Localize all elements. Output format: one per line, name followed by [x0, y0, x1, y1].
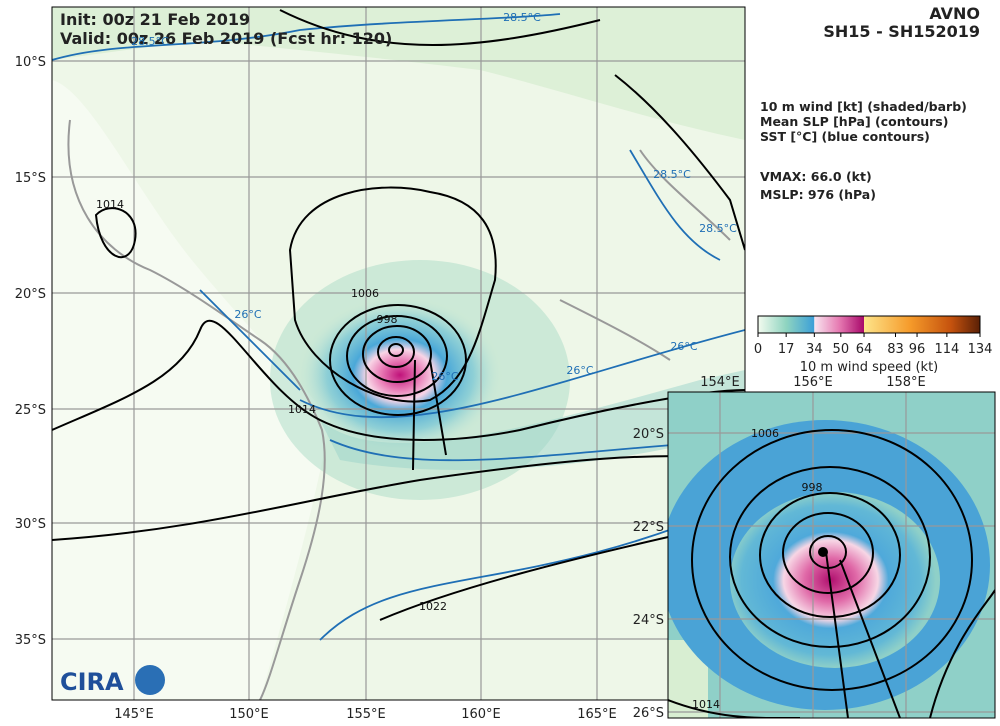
sst-label: 26°C [234, 308, 261, 321]
colorbar-tick-label: 114 [934, 342, 959, 357]
lat-label: 25°S [15, 403, 46, 418]
colorbar-tick-label: 134 [968, 342, 993, 357]
lat-label: 10°S [15, 55, 46, 70]
colorbar-tick-label: 50 [833, 342, 850, 357]
colorbar-segment [814, 316, 865, 333]
colorbar-tick-label: 0 [754, 342, 762, 357]
colorbar-label: 10 m wind speed (kt) [800, 360, 939, 375]
main-labels: 10°S 15°S 20°S 25°S 30°S 35°S 145°E 150°E 155°E 1… [15, 11, 737, 722]
inset-contour-label: 1006 [751, 427, 779, 440]
main-map [52, 7, 745, 700]
inset-lat-label: 24°S [633, 613, 664, 628]
colorbar-tick-label: 17 [778, 342, 795, 357]
lon-label: 150°E [229, 707, 269, 722]
legend-line: 10 m wind [kt] (shaded/barb) [760, 99, 967, 114]
contour-label: 1022 [419, 600, 447, 613]
inset-frame [667, 391, 996, 719]
init-text: Init: 00z 21 Feb 2019 [60, 10, 250, 29]
lat-label: 35°S [15, 633, 46, 648]
sst-label: 28.5°C [503, 11, 541, 24]
legend-line: SST [°C] (blue contours) [760, 129, 930, 144]
sst-label: 28.5°C [131, 35, 169, 48]
sst-label: 28.5°C [699, 222, 737, 235]
valid-text: Valid: 00z 26 Feb 2019 (Fcst hr: 120) [60, 29, 392, 48]
colorbar: 0 17 34 50 64 83 96 114 134 [754, 315, 993, 357]
mslp: MSLP: 976 (hPa) [760, 187, 876, 202]
storm-id: SH15 - SH152019 [823, 22, 980, 41]
contour-label: 1006 [351, 287, 379, 300]
colorbar-tick-label: 64 [856, 342, 873, 357]
contour-label: 1014 [96, 198, 124, 211]
contour-label: 1014 [288, 403, 316, 416]
lon-label: 145°E [114, 707, 154, 722]
lon-label: 155°E [346, 707, 386, 722]
colorbar-tick-label: 83 [887, 342, 904, 357]
sst-label: 26°C [670, 340, 697, 353]
logo-text: CIRA [60, 668, 124, 696]
grid [52, 7, 745, 700]
colorbar-frame [757, 315, 981, 334]
inset-lat-label: 20°S [633, 427, 664, 442]
main-frame [51, 6, 746, 701]
contour-label: 998 [377, 313, 398, 326]
inset-lon-label: 154°E [700, 375, 740, 390]
inset-map [668, 392, 995, 718]
logo: CIRA [60, 665, 165, 696]
inset-lon-label: 158°E [886, 375, 926, 390]
inset-contour-label: 1014 [692, 698, 720, 711]
inset-contour-label: 998 [802, 481, 823, 494]
inset-lon-label: 156°E [793, 375, 833, 390]
colorbar-segment [758, 316, 815, 333]
sst-label: 26°C [431, 370, 458, 383]
inset-lat-label: 26°S [633, 706, 664, 721]
colorbar-tick-label: 96 [909, 342, 926, 357]
model-name: AVNO [929, 4, 980, 23]
lat-label: 20°S [15, 287, 46, 302]
legend-line: Mean SLP [hPa] (contours) [760, 114, 948, 129]
inset-lat-label: 22°S [633, 520, 664, 535]
sst-label: 26°C [566, 364, 593, 377]
lon-label: 160°E [461, 707, 501, 722]
lon-label: 165°E [577, 707, 617, 722]
colorbar-segment [864, 316, 980, 333]
vmax: VMAX: 66.0 (kt) [760, 169, 872, 184]
colorbar-tick-label: 34 [806, 342, 823, 357]
inset-labels: 154°E 156°E 158°E 20°S 22°S 24°S 26°S 1006 998 10… [633, 375, 926, 721]
lat-label: 30°S [15, 517, 46, 532]
lat-label: 15°S [15, 171, 46, 186]
sst-label: 28.5°C [653, 168, 691, 181]
